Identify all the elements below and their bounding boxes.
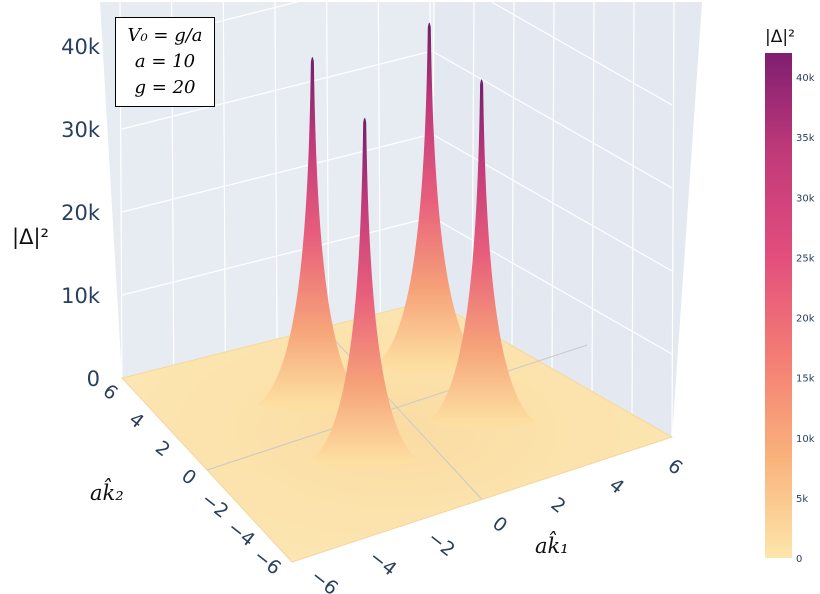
surface-peak xyxy=(257,56,368,412)
colorbar-tick-label: 30k xyxy=(796,193,815,204)
contour-line xyxy=(206,344,588,471)
surface-peak xyxy=(426,79,537,430)
surface-peak xyxy=(309,117,420,469)
wall-gridline xyxy=(551,1,555,369)
colorbar-tick-label: 20k xyxy=(796,314,815,325)
z-axis-label: |Δ|² xyxy=(12,225,49,250)
wall-gridline xyxy=(326,1,330,327)
colorbar: |Δ|² 0 5k 10k 15k 20k 25k 30k 35k 40k xyxy=(765,27,815,565)
colorbar-tick-label: 0 xyxy=(796,554,802,565)
x-tick-label: 0 xyxy=(488,512,511,537)
annotation-line: V₀ = g/a xyxy=(127,25,203,46)
z-axis: 0 10k 20k 30k 40k xyxy=(61,35,101,391)
x-tick-label: −6 xyxy=(306,565,342,594)
y-tick-label: 2 xyxy=(151,437,174,462)
wall-gridline xyxy=(511,1,515,346)
colorbar-tick-label: 35k xyxy=(796,133,815,144)
y-tick-label: 4 xyxy=(125,408,148,433)
x-tick-label: 2 xyxy=(547,493,570,518)
x-tick-label: −2 xyxy=(423,527,459,562)
wall-gridline xyxy=(274,1,278,340)
parameter-annotation: V₀ = g/a a = 10 g = 20 xyxy=(115,17,215,107)
surface-peak xyxy=(374,22,485,373)
z-tick-label: 0 xyxy=(87,367,100,391)
wall-gridline xyxy=(222,1,226,353)
y-tick-label: −2 xyxy=(197,488,233,523)
y-tick-label: −6 xyxy=(249,545,285,580)
colorbar-tick-label: 25k xyxy=(796,253,815,264)
colorbar-title: |Δ|² xyxy=(765,27,795,47)
z-tick-label: 10k xyxy=(61,284,101,308)
y-axis-label: ak̂₂ xyxy=(90,478,124,505)
z-tick-label: 20k xyxy=(61,201,101,225)
surface-contours xyxy=(206,315,588,500)
wall-gridline xyxy=(121,0,673,106)
colorbar-tick-label: 15k xyxy=(796,374,815,385)
y-tick-label: 0 xyxy=(177,465,200,490)
x-axis-label: ak̂₁ xyxy=(535,531,569,558)
wall-gridline xyxy=(591,1,595,392)
surface-peaks xyxy=(257,22,537,469)
wall-gridline xyxy=(631,1,635,415)
colorbar-tick-label: 40k xyxy=(796,73,815,84)
colorbar-tick-label: 10k xyxy=(796,434,815,445)
z-tick-label: 30k xyxy=(61,118,101,142)
colorbar-tick-label: 5k xyxy=(796,494,808,505)
colorbar-ticks: 0 5k 10k 15k 20k 25k 30k 35k 40k xyxy=(796,73,815,565)
x-tick-label: −4 xyxy=(365,546,401,581)
right-wall xyxy=(432,2,702,437)
y-tick-label: 6 xyxy=(99,380,122,405)
z-tick-label: 40k xyxy=(61,35,101,59)
wall-gridline xyxy=(377,1,381,314)
x-tick-label: 6 xyxy=(664,455,687,480)
wall-gridline xyxy=(671,1,675,438)
colorbar-gradient xyxy=(765,53,792,558)
wall-gridline xyxy=(121,50,673,189)
x-tick-label: 4 xyxy=(605,474,628,499)
y-tick-label: −4 xyxy=(223,517,259,552)
annotation-line: a = 10 xyxy=(134,51,196,72)
annotation-line: g = 20 xyxy=(134,77,196,98)
